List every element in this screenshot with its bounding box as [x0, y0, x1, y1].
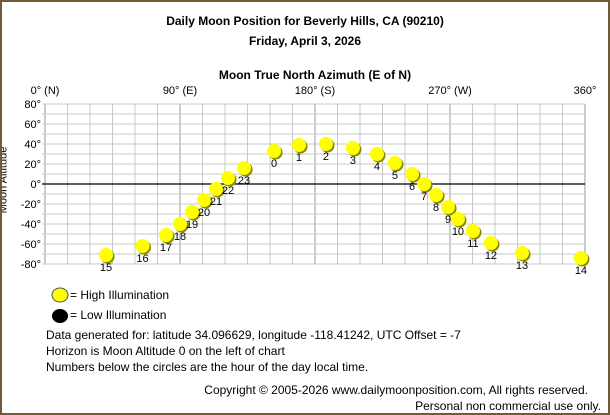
moon-point	[197, 193, 211, 207]
plot-area: 0° (N) 90° (E) 180° (S) 270° (W) 360°80°60°4…	[21, 85, 597, 277]
x-tick-label: 360°	[574, 85, 597, 97]
legend-low: = Low Illumination	[70, 308, 167, 322]
moon-point	[185, 205, 199, 219]
hour-label: 18	[174, 231, 186, 243]
hour-label: 3	[350, 155, 356, 167]
moon-point	[369, 147, 384, 161]
x-axis-label: Moon True North Azimuth (E of N)	[218, 68, 412, 82]
y-tick-label: 40°	[24, 139, 41, 151]
moon-point	[267, 144, 282, 158]
hour-label: 13	[516, 260, 528, 272]
y-tick-label: -60°	[21, 239, 41, 251]
moon-point	[465, 224, 480, 238]
chart-title: Daily Moon Position for Beverly Hills, C…	[166, 14, 444, 28]
moon-point	[209, 182, 223, 196]
hour-label: 9	[445, 214, 451, 226]
hour-label: 6	[409, 181, 415, 193]
high-illumination-legend-icon	[51, 287, 69, 303]
x-tick-label: 0° (N)	[31, 85, 60, 97]
y-tick-label: -80°	[21, 259, 41, 271]
x-tick-label: 90° (E)	[163, 85, 197, 97]
moon-point	[405, 167, 420, 181]
chart-subtitle: Friday, April 3, 2026	[248, 34, 362, 48]
hour-label: 21	[210, 196, 222, 208]
moon-point	[159, 228, 174, 242]
hour-label: 14	[575, 265, 587, 277]
hour-label: 15	[100, 262, 112, 274]
y-tick-label: -40°	[21, 219, 41, 231]
moon-point	[99, 248, 114, 262]
moon-point	[515, 246, 529, 260]
hour-label: 23	[238, 175, 250, 187]
moon-point	[291, 138, 306, 152]
y-tick-label: 60°	[24, 119, 41, 131]
legend-high: = High Illumination	[70, 288, 170, 302]
hour-label: 0	[271, 158, 277, 170]
y-tick-label: 80°	[24, 99, 41, 111]
note-horizon: Horizon is Moon Altitude 0 on the left o…	[46, 344, 285, 358]
hour-label: 2	[323, 151, 329, 163]
moon-point	[429, 188, 444, 202]
moon-point	[237, 161, 252, 175]
moon-point	[173, 217, 187, 231]
hour-label: 5	[392, 170, 398, 182]
hour-label: 4	[374, 161, 380, 173]
hour-label: 17	[160, 242, 172, 254]
hour-label: 7	[421, 191, 427, 203]
x-tick-label: 270° (W)	[428, 85, 472, 97]
hour-label: 16	[136, 253, 148, 265]
moon-point	[221, 171, 235, 185]
hour-label: 11	[467, 238, 478, 250]
note-location: Data generated for: latitude 34.096629, …	[46, 328, 461, 342]
moon-point	[573, 251, 588, 265]
moon-point	[345, 141, 360, 155]
y-tick-label: 0°	[30, 179, 41, 191]
moon-point	[417, 177, 432, 191]
note-hours: Numbers below the circles are the hour o…	[46, 360, 369, 374]
low-illumination-legend-icon	[52, 309, 68, 323]
moon-point	[135, 239, 150, 253]
moon-point	[387, 156, 402, 170]
moon-point	[450, 212, 465, 226]
copyright: Copyright © 2005-2026 www.dailymoonposit…	[204, 383, 588, 397]
hour-label: 10	[452, 226, 464, 238]
hour-label: 12	[485, 250, 497, 262]
hour-label: 19	[186, 219, 198, 231]
y-tick-label: 20°	[24, 159, 41, 171]
moon-point	[441, 200, 456, 214]
x-tick-label: 180° (S)	[295, 85, 335, 97]
y-tick-label: -20°	[21, 199, 41, 211]
hour-label: 8	[433, 202, 439, 214]
hour-label: 22	[222, 185, 234, 197]
hour-label: 20	[198, 207, 210, 219]
usage-notice: Personal non commercial use only.	[415, 399, 601, 413]
hour-label: 1	[296, 152, 302, 164]
moon-point	[318, 137, 333, 151]
moon-point	[483, 236, 498, 250]
